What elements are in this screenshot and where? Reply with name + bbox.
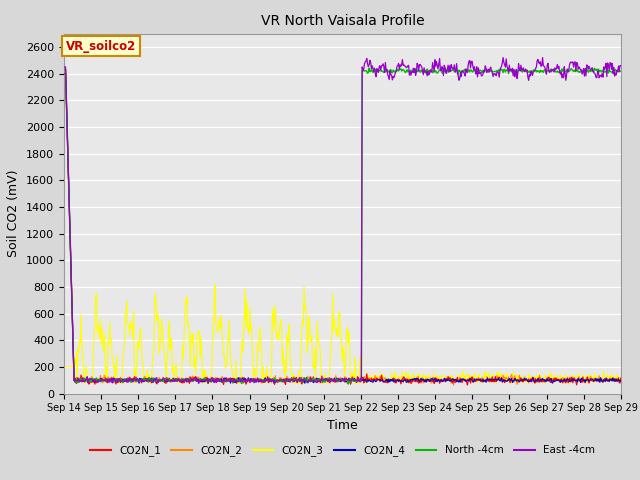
- X-axis label: Time: Time: [327, 419, 358, 432]
- Legend: CO2N_1, CO2N_2, CO2N_3, CO2N_4, North -4cm, East -4cm: CO2N_1, CO2N_2, CO2N_3, CO2N_4, North -4…: [86, 441, 599, 460]
- Text: VR_soilco2: VR_soilco2: [66, 39, 136, 53]
- Y-axis label: Soil CO2 (mV): Soil CO2 (mV): [8, 170, 20, 257]
- Title: VR North Vaisala Profile: VR North Vaisala Profile: [260, 14, 424, 28]
